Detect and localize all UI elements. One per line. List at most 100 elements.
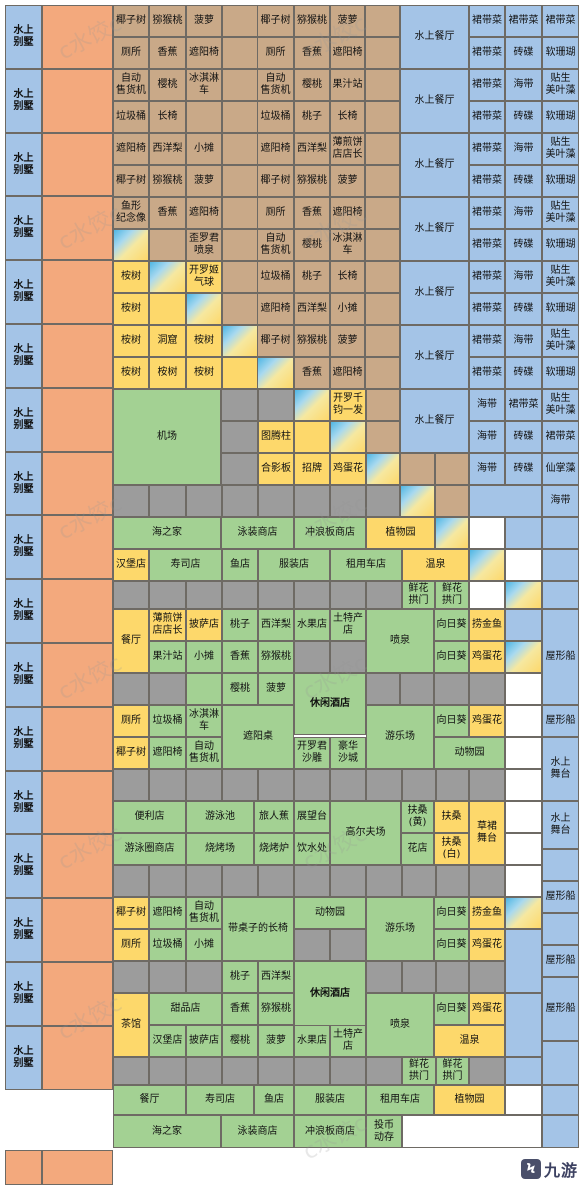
map-cell: 鱼店 [222, 549, 258, 581]
empty-cell [365, 101, 400, 133]
empty-cell [542, 849, 579, 881]
empty-cell [542, 517, 579, 549]
map-cell: 小摊 [186, 929, 222, 961]
map-cell: 捞金鱼 [469, 897, 505, 929]
orange-strip [42, 771, 113, 834]
map-cell: 水果店 [294, 1025, 330, 1057]
map-cell: 砖碟 [505, 101, 542, 133]
map-cell: 软珊瑚 [542, 293, 579, 325]
map-cell: 垃圾桶 [149, 929, 186, 961]
empty-cell [294, 421, 330, 453]
map-cell: 裙带菜 [469, 357, 505, 389]
map-cell: 贴生 美叶藻 [542, 133, 579, 165]
empty-cell [294, 581, 330, 609]
map-cell: 猕猴桃 [294, 5, 330, 37]
empty-cell [365, 357, 400, 389]
map-cell: 洞窟 [149, 325, 186, 357]
map-cell: 裙带菜 [469, 165, 505, 197]
map-cell: 动物园 [294, 897, 366, 929]
empty-cell [186, 865, 222, 897]
empty-cell [469, 485, 542, 517]
map-cell: 游泳池 [186, 801, 254, 833]
map-cell: 海带 [469, 453, 505, 485]
villa-cell: 水上 别墅 [5, 133, 42, 196]
map-cell: 垃圾桶 [113, 101, 149, 133]
map-cell: 屋形船 [542, 609, 579, 705]
map-cell: 土特产 店 [330, 1025, 366, 1057]
empty-cell [330, 929, 366, 961]
map-cell: 图腾柱 [258, 421, 294, 453]
map-cell: 海之家 [113, 517, 221, 549]
map-cell: 樱桃 [222, 673, 258, 705]
map-cell: 菠萝 [258, 673, 294, 705]
map-cell: 海带 [505, 133, 542, 165]
empty-cell [222, 261, 258, 293]
map-cell: 招牌 [294, 453, 330, 485]
map-cell: 小摊 [186, 133, 222, 165]
empty-cell [294, 865, 330, 897]
map-cell: 饮水处 [294, 833, 330, 865]
empty-cell [330, 485, 366, 517]
orange-strip [42, 898, 113, 962]
map-cell: 椰子树 [257, 165, 294, 197]
villa-cell: 水上 别墅 [5, 834, 42, 898]
empty-cell [222, 485, 258, 517]
map-cell: 砖碟 [505, 165, 542, 197]
map-cell: 软珊瑚 [542, 37, 579, 69]
map-cell: 冲浪板商店 [294, 1115, 366, 1148]
map-cell: 草裙 舞台 [469, 801, 505, 865]
map-cell: 厕所 [113, 37, 149, 69]
empty-cell [149, 261, 186, 293]
empty-cell [366, 769, 402, 801]
map-cell: 水上餐厅 [400, 5, 469, 69]
empty-cell [505, 1057, 542, 1085]
empty-cell [505, 865, 542, 897]
villa-cell: 水上 别墅 [5, 1026, 42, 1090]
map-cell: 水上餐厅 [400, 133, 469, 197]
empty-cell [222, 197, 258, 229]
map-cell: 水上餐厅 [400, 389, 469, 453]
empty-cell [113, 865, 149, 897]
map-cell: 捞金鱼 [469, 609, 505, 641]
empty-cell [222, 293, 258, 325]
map-cell: 裙带菜 [469, 229, 505, 261]
empty-cell [222, 865, 258, 897]
empty-cell [222, 357, 258, 389]
empty-cell [186, 961, 222, 993]
map-cell: 樱桃 [149, 69, 186, 101]
map-cell: 餐厅 [113, 1085, 186, 1115]
villa-cell: 水上 别墅 [5, 579, 42, 643]
villa-cell: 水上 别墅 [5, 260, 42, 324]
map-cell: 水上餐厅 [400, 69, 469, 133]
map-cell: 汉堡店 [149, 1025, 186, 1057]
map-cell: 扶桑 (白) [434, 833, 469, 865]
map-cell: 西洋梨 [149, 133, 186, 165]
map-cell: 鱼店 [254, 1085, 294, 1115]
empty-cell [149, 229, 186, 261]
map-cell: 砖碟 [505, 229, 542, 261]
map-cell: 向日葵 [434, 993, 469, 1025]
map-cell: 土特产 店 [330, 609, 366, 641]
empty-cell [222, 769, 258, 801]
empty-cell [149, 581, 186, 609]
map-cell: 豪华 沙城 [330, 737, 366, 769]
empty-cell [400, 485, 435, 517]
empty-cell [435, 453, 469, 485]
map-cell: 椰子树 [113, 165, 149, 197]
map-cell: 自动 售货机 [113, 69, 149, 101]
map-cell: 猕猴桃 [149, 165, 186, 197]
map-cell: 水上 舞台 [542, 737, 579, 801]
map-cell: 歪罗君 喷泉 [186, 229, 222, 261]
map-cell: 椰子树 [113, 5, 149, 37]
empty-cell [365, 325, 400, 357]
map-cell: 旅人蕉 [254, 801, 294, 833]
empty-cell [222, 37, 258, 69]
empty-cell [505, 641, 542, 673]
map-cell: 遮阳椅 [186, 37, 222, 69]
map-cell: 喷泉 [366, 993, 434, 1057]
empty-cell [366, 453, 400, 485]
empty-cell [221, 421, 258, 453]
villa-cell: 水上 别墅 [5, 771, 42, 834]
jiuyou-logo-icon: Ϟ [520, 1159, 541, 1179]
map-cell: 向日葵 [434, 897, 469, 929]
